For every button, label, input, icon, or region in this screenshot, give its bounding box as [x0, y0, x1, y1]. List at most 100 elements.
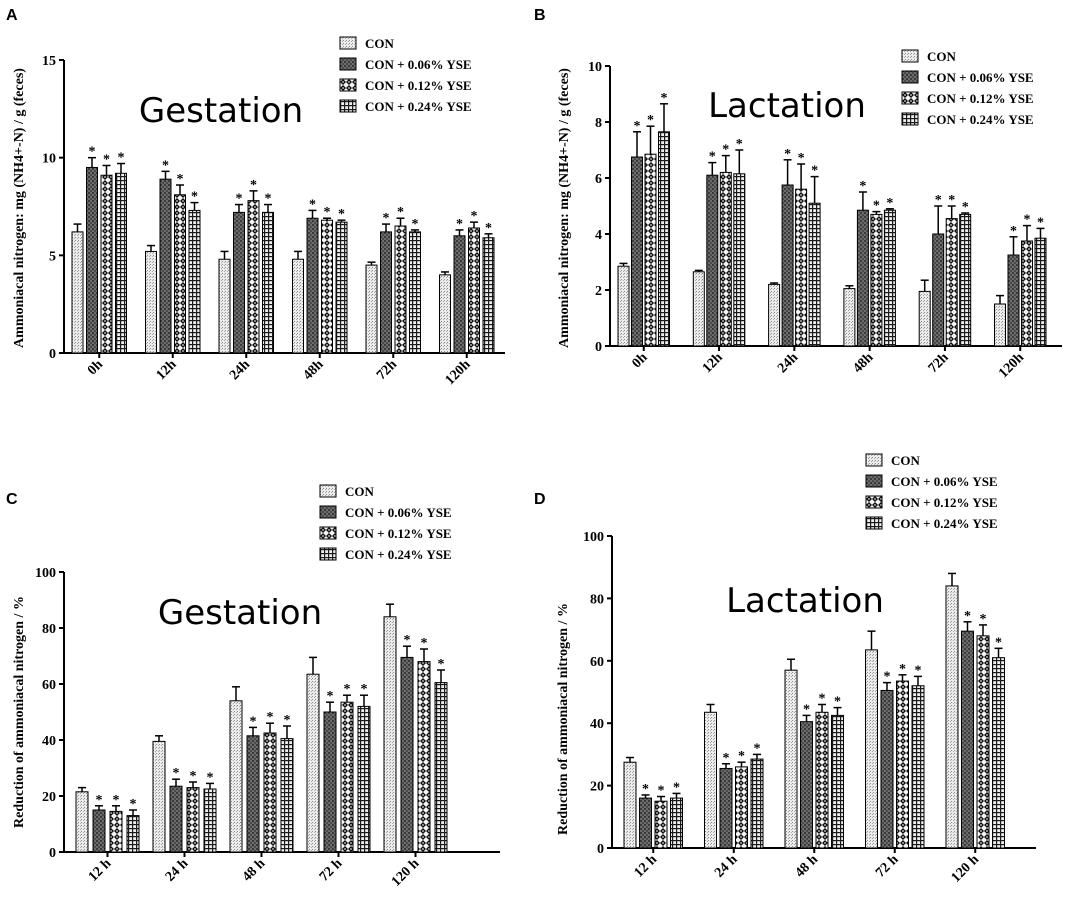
bar	[383, 616, 397, 853]
significance-star: *	[190, 769, 197, 784]
bar	[768, 283, 781, 347]
bar	[735, 766, 748, 849]
significance-star: *	[634, 119, 641, 134]
legend-swatch	[319, 505, 337, 519]
x-tick-label: 0h	[85, 357, 106, 378]
bar	[100, 174, 113, 354]
panel-letter-d: D	[534, 491, 546, 508]
significance-star: *	[915, 663, 922, 678]
chart-title: Gestation	[158, 593, 322, 633]
bar	[870, 213, 883, 347]
bar	[976, 635, 990, 849]
bar	[795, 188, 808, 347]
chart-panel-d: 0 20 40 60 80 100 * * * 12 h * * * 24 h * * * 48 h * * * 72 h…	[556, 453, 1036, 886]
bar	[880, 689, 894, 849]
significance-star: *	[722, 143, 729, 158]
bar	[482, 237, 495, 354]
x-tick-label: 48 h	[240, 856, 269, 885]
significance-star: *	[658, 784, 665, 799]
significance-star: *	[673, 780, 680, 795]
significance-star: *	[344, 682, 351, 697]
y-tick-label: 8	[595, 116, 602, 131]
bar	[1034, 237, 1047, 347]
x-tick-label: 24 h	[712, 852, 741, 881]
panel-letter-c: C	[6, 491, 18, 508]
bar	[1021, 240, 1033, 347]
bar	[380, 231, 392, 354]
bar	[174, 194, 186, 354]
y-tick-label: 0	[49, 347, 56, 362]
bar	[800, 721, 813, 849]
y-axis-label: Reduction of ammoniacal nitrogen / %	[556, 603, 571, 835]
bar	[843, 288, 856, 347]
significance-star: *	[397, 205, 404, 220]
bar	[784, 669, 798, 849]
legend-swatch	[339, 78, 357, 92]
legend-swatch	[865, 474, 883, 488]
significance-star: *	[873, 199, 880, 214]
panel-letter-b: B	[534, 7, 546, 24]
legend-swatch	[901, 112, 919, 126]
bar	[145, 250, 157, 354]
chart-panel-b: 0 2 4 6 8 10 * * * 0h * * * 12h * * * 24h * * * 48h * * * 72h * * * 1…	[557, 49, 1062, 381]
bar	[188, 209, 201, 354]
significance-star: *	[798, 151, 805, 166]
bar	[658, 131, 670, 347]
bar	[815, 711, 829, 849]
legend-label: CON	[365, 36, 395, 51]
legend-swatch	[865, 495, 883, 509]
legend-swatch	[901, 91, 919, 105]
bar	[434, 682, 448, 853]
x-tick-label: 72 h	[317, 856, 346, 885]
bar	[169, 785, 183, 853]
bar	[71, 231, 84, 354]
legend-label: CON	[891, 453, 921, 468]
bar	[115, 172, 127, 354]
bar	[994, 303, 1006, 347]
legend-label: CON + 0.12% YSE	[927, 91, 1034, 106]
x-tick-label: 0h	[630, 350, 651, 371]
x-tick-label: 48h	[301, 357, 327, 383]
legend-label: CON + 0.12% YSE	[891, 495, 998, 510]
bar	[644, 153, 657, 347]
bar	[896, 680, 909, 849]
significance-star: *	[803, 702, 810, 717]
bar	[831, 714, 844, 849]
significance-star: *	[456, 217, 463, 232]
significance-star: *	[177, 172, 184, 187]
significance-star: *	[404, 633, 411, 648]
significance-star: *	[207, 770, 214, 785]
bar	[961, 630, 974, 849]
bar	[306, 217, 319, 354]
legend-swatch	[319, 484, 337, 498]
x-tick-label: 24h	[227, 357, 253, 383]
significance-star: *	[438, 657, 445, 672]
significance-star: *	[267, 710, 274, 725]
legend-label: CON + 0.06% YSE	[927, 70, 1034, 85]
bar	[126, 815, 140, 853]
bar	[439, 274, 451, 354]
bar	[417, 661, 431, 853]
significance-star: *	[834, 695, 841, 710]
bar	[394, 225, 407, 354]
y-tick-label: 80	[590, 592, 604, 607]
bar	[263, 732, 277, 853]
bar	[959, 213, 972, 347]
x-tick-label: 12h	[154, 357, 180, 383]
legend-swatch	[339, 57, 357, 71]
x-tick-label: 12 h	[86, 856, 115, 885]
significance-star: *	[412, 217, 419, 232]
x-tick-label: 48 h	[793, 852, 822, 881]
bar	[292, 258, 304, 354]
significance-star: *	[113, 793, 120, 808]
x-tick-label: 72 h	[873, 852, 902, 881]
significance-star: *	[723, 751, 730, 766]
chart-title: Lactation	[708, 86, 866, 126]
significance-star: *	[819, 691, 826, 706]
y-tick-label: 100	[583, 530, 604, 545]
significance-star: *	[661, 91, 668, 106]
significance-star: *	[284, 713, 291, 728]
bar	[280, 738, 294, 853]
bar	[92, 809, 106, 853]
y-tick-label: 0	[597, 842, 604, 857]
